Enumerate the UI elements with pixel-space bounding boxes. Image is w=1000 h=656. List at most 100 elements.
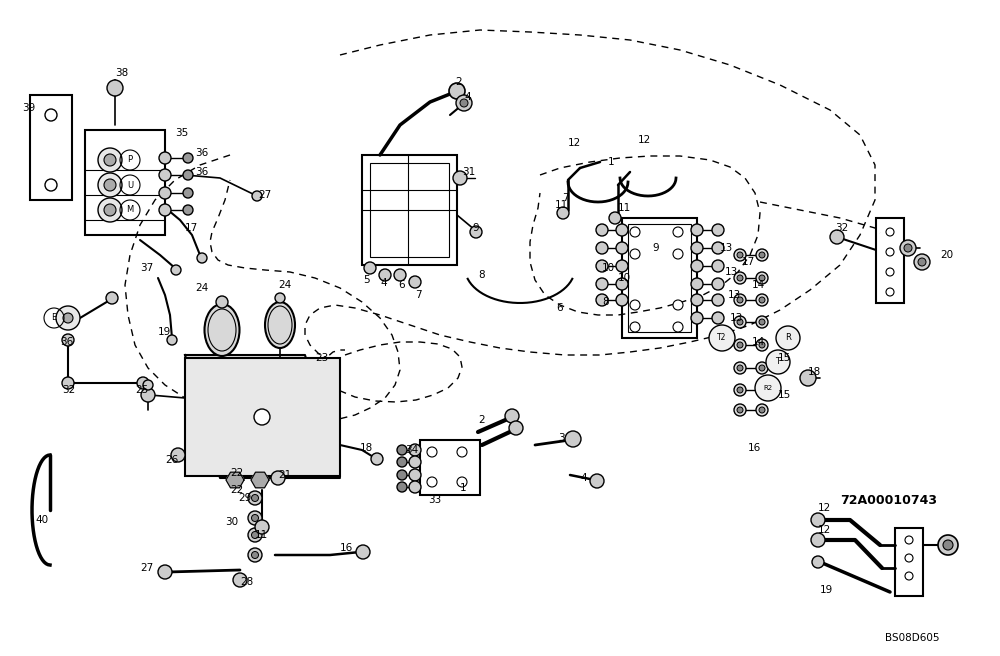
Circle shape [197,253,207,263]
Text: 28: 28 [240,577,253,587]
Circle shape [596,278,608,290]
Text: 10: 10 [618,273,631,283]
Circle shape [137,377,149,389]
Circle shape [734,294,746,306]
Circle shape [737,319,743,325]
Text: 13: 13 [728,290,741,300]
Circle shape [557,207,569,219]
Circle shape [596,294,608,306]
Bar [628,224,691,332]
Text: 4: 4 [380,278,387,288]
Circle shape [183,153,193,163]
Circle shape [904,244,912,252]
Text: 2: 2 [455,77,462,87]
Circle shape [691,312,703,324]
Circle shape [183,170,193,180]
Circle shape [616,224,628,236]
Circle shape [509,421,523,435]
Circle shape [712,260,724,272]
Circle shape [590,474,604,488]
Text: BS08D605: BS08D605 [886,633,940,643]
Text: 24: 24 [195,283,208,293]
Bar [30,95,72,200]
Circle shape [248,528,262,542]
Text: 16: 16 [748,443,761,453]
Circle shape [62,377,74,389]
Circle shape [56,306,80,330]
Text: 8: 8 [478,270,485,280]
Circle shape [691,242,703,254]
Circle shape [159,152,171,164]
Circle shape [159,187,171,199]
Circle shape [158,565,172,579]
Text: 32: 32 [62,385,75,395]
Circle shape [756,384,768,396]
Circle shape [45,109,57,121]
Circle shape [630,322,640,332]
Circle shape [449,83,465,99]
Text: 13: 13 [720,243,733,253]
Circle shape [737,342,743,348]
Circle shape [409,276,421,288]
Circle shape [427,477,437,487]
Circle shape [673,322,683,332]
Circle shape [756,272,768,284]
Circle shape [776,326,800,350]
Text: R2: R2 [763,385,773,391]
Text: 26: 26 [165,455,178,465]
Text: 27: 27 [258,190,271,200]
Circle shape [886,288,894,296]
Circle shape [900,240,916,256]
Circle shape [255,520,269,534]
Text: 6: 6 [556,303,563,313]
Circle shape [616,294,628,306]
Circle shape [759,365,765,371]
Text: 12: 12 [568,138,581,148]
Circle shape [183,205,193,215]
Circle shape [63,313,73,323]
Circle shape [254,409,270,425]
Bar [362,155,457,265]
Text: 11: 11 [555,200,568,210]
Circle shape [106,292,118,304]
Circle shape [943,540,953,550]
Text: 1: 1 [460,483,467,493]
Circle shape [62,334,74,346]
Circle shape [364,262,376,274]
Circle shape [759,407,765,413]
Circle shape [379,269,391,281]
Text: U: U [127,180,133,190]
Polygon shape [185,355,340,478]
Circle shape [98,148,122,172]
Text: 14: 14 [752,280,765,290]
Circle shape [596,242,608,254]
Circle shape [397,470,407,480]
Circle shape [167,335,177,345]
Text: 33: 33 [428,495,441,505]
Circle shape [104,179,116,191]
Text: 1: 1 [608,157,615,167]
Circle shape [938,535,958,555]
Circle shape [673,249,683,259]
Circle shape [616,260,628,272]
Text: 15: 15 [778,390,791,400]
Circle shape [98,173,122,197]
Text: 39: 39 [22,103,35,113]
Circle shape [143,380,153,390]
Circle shape [811,513,825,527]
Circle shape [397,482,407,492]
Circle shape [409,481,421,493]
Circle shape [759,319,765,325]
Circle shape [216,296,228,308]
Bar [420,440,480,495]
Text: 19: 19 [820,585,833,595]
Circle shape [171,265,181,275]
Circle shape [397,445,407,455]
Circle shape [457,447,467,457]
Bar [370,163,449,257]
Circle shape [356,545,370,559]
Circle shape [734,272,746,284]
Circle shape [596,224,608,236]
Circle shape [630,249,640,259]
Circle shape [886,228,894,236]
